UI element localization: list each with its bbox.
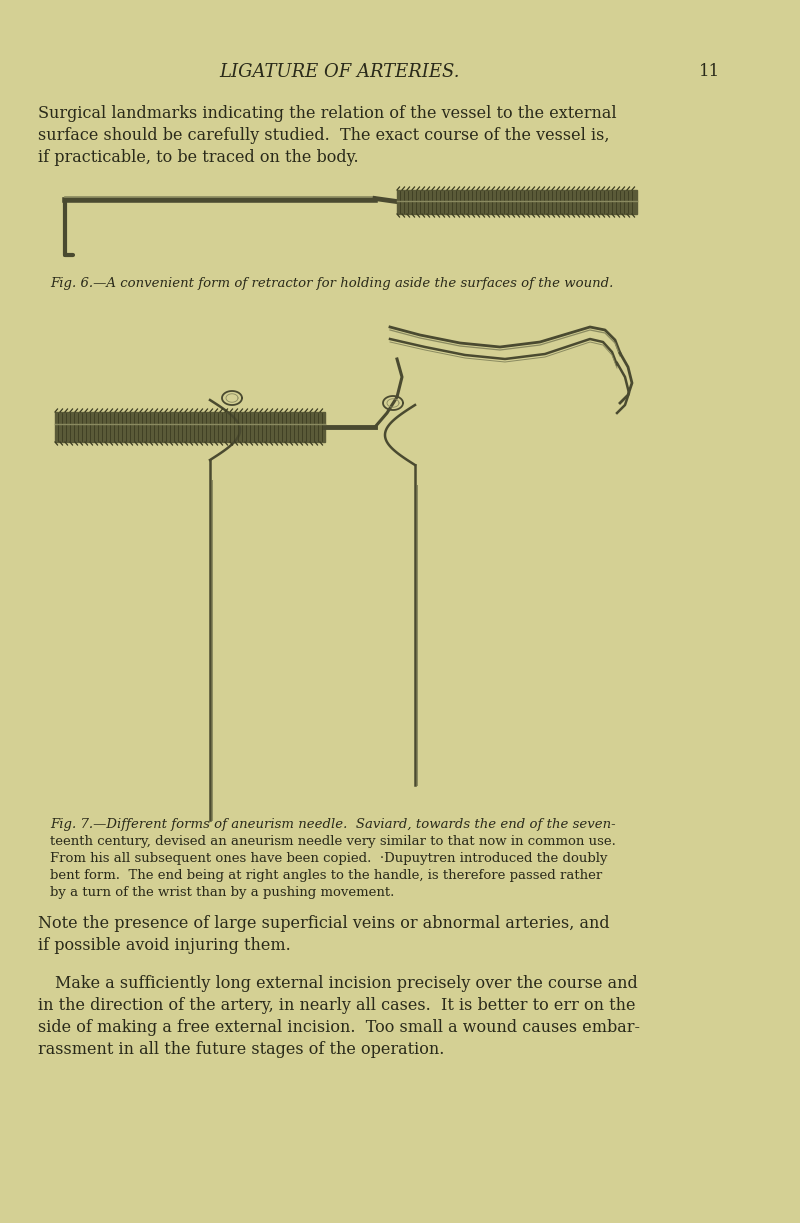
Text: Fig. 6.—A convenient form of retractor for holding aside the surfaces of the wou: Fig. 6.—A convenient form of retractor f… <box>50 276 614 290</box>
Text: From his all subsequent ones have been copied.  ·Dupuytren introduced the doubly: From his all subsequent ones have been c… <box>50 852 607 865</box>
Text: teenth century, devised an aneurism needle very similar to that now in common us: teenth century, devised an aneurism need… <box>50 835 616 848</box>
Text: LIGATURE OF ARTERIES.: LIGATURE OF ARTERIES. <box>220 64 460 81</box>
Text: Note the presence of large superficial veins or abnormal arteries, and: Note the presence of large superficial v… <box>38 915 610 932</box>
Text: if practicable, to be traced on the body.: if practicable, to be traced on the body… <box>38 149 358 166</box>
Text: by a turn of the wrist than by a pushing movement.: by a turn of the wrist than by a pushing… <box>50 885 394 899</box>
Text: side of making a free external incision.  Too small a wound causes embar-: side of making a free external incision.… <box>38 1019 640 1036</box>
Bar <box>55 412 325 442</box>
Text: rassment in all the future stages of the operation.: rassment in all the future stages of the… <box>38 1041 444 1058</box>
Text: if possible avoid injuring them.: if possible avoid injuring them. <box>38 937 290 954</box>
Text: surface should be carefully studied.  The exact course of the vessel is,: surface should be carefully studied. The… <box>38 127 610 144</box>
Bar <box>397 190 637 214</box>
Text: Surgical landmarks indicating the relation of the vessel to the external: Surgical landmarks indicating the relati… <box>38 105 617 122</box>
Text: Fig. 7.—Different forms of aneurism needle.  Saviard, towards the end of the sev: Fig. 7.—Different forms of aneurism need… <box>50 818 616 830</box>
Text: 11: 11 <box>699 64 721 81</box>
Text: in the direction of the artery, in nearly all cases.  It is better to err on the: in the direction of the artery, in nearl… <box>38 997 635 1014</box>
Text: bent form.  The end being at right angles to the handle, is therefore passed rat: bent form. The end being at right angles… <box>50 870 602 882</box>
Text: Make a sufficiently long external incision precisely over the course and: Make a sufficiently long external incisi… <box>55 975 638 992</box>
